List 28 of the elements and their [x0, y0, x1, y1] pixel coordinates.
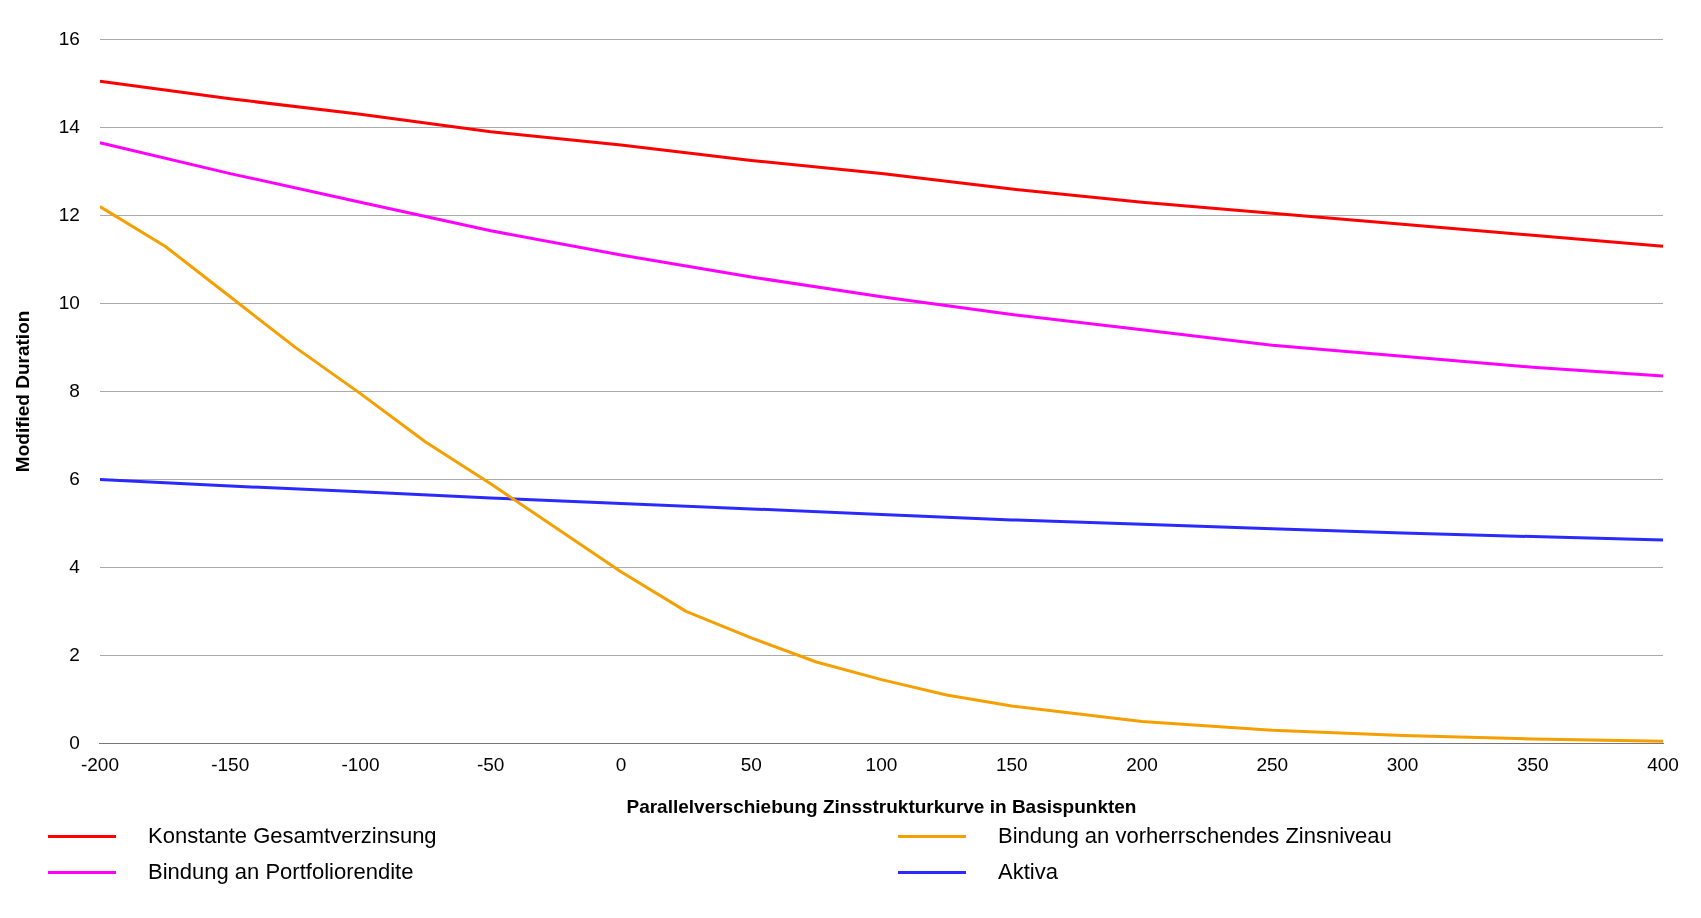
- y-tick-label: 2: [69, 643, 80, 665]
- x-tick-label: 350: [1516, 754, 1549, 776]
- x-tick-label: 0: [615, 754, 627, 776]
- y-tick-label: 6: [69, 467, 80, 489]
- y-tick-label: 14: [58, 115, 81, 137]
- x-tick-label: -50: [476, 754, 505, 776]
- x-tick-label: 150: [995, 754, 1028, 776]
- x-tick-label: -200: [80, 754, 119, 776]
- y-tick-label: 4: [69, 555, 81, 577]
- y-tick-label: 0: [69, 731, 80, 753]
- y-axis-title: Modified Duration: [11, 310, 33, 473]
- x-tick-label: 400: [1647, 754, 1679, 776]
- x-tick-label: 200: [1126, 754, 1158, 776]
- x-tick-label: 100: [865, 754, 898, 776]
- x-tick-label: 50: [740, 754, 762, 776]
- x-axis-title: Parallelverschiebung Zinsstrukturkurve in Basispunkten: [626, 795, 1137, 817]
- legend-label: Aktiva: [998, 859, 1058, 885]
- y-tick-label: 12: [58, 203, 80, 225]
- x-tick-label: 300: [1386, 754, 1419, 776]
- y-tick-label: 10: [58, 291, 80, 313]
- y-tick-label: 16: [58, 27, 80, 49]
- x-tick-label: -100: [341, 754, 380, 776]
- y-tick-label: 8: [69, 379, 80, 401]
- legend-label: Bindung an vorherrschendes Zinsniveau: [998, 823, 1392, 849]
- legend-label: Konstante Gesamtverzinsung: [148, 823, 437, 849]
- legend-label: Bindung an Portfoliorendite: [148, 859, 414, 885]
- x-tick-label: 250: [1256, 754, 1289, 776]
- x-tick-label: -150: [211, 754, 250, 776]
